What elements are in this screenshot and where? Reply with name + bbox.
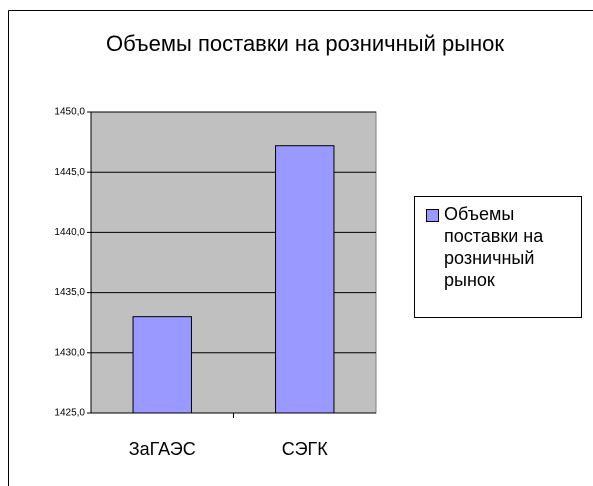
y-tick-label: 1440,0 [54, 227, 85, 238]
y-tick-label: 1450,0 [54, 107, 85, 118]
y-tick-label: 1430,0 [54, 347, 85, 358]
y-tick-label: 1445,0 [54, 167, 85, 178]
chart-title: Объемы поставки на розничный рынок [105, 31, 505, 56]
y-tick-label: 1425,0 [54, 408, 85, 419]
bar [132, 316, 192, 414]
bar [275, 145, 335, 414]
x-tick-label: ЗаГАЭС [129, 439, 196, 459]
legend: Объемы поставки на розничный рынок [414, 196, 582, 318]
legend-label: Объемы поставки на розничный рынок [444, 204, 544, 290]
y-tick-label: 1435,0 [54, 287, 85, 298]
x-tick-label: СЭГК [282, 439, 328, 459]
legend-swatch [426, 209, 439, 222]
